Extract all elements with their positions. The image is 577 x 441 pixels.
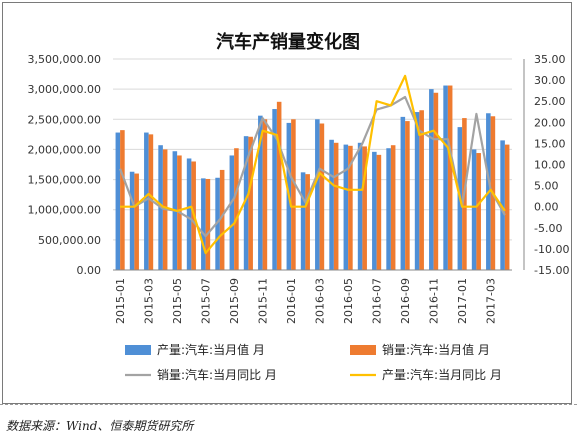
bar <box>258 115 263 270</box>
bar <box>315 119 320 271</box>
bar <box>329 139 334 270</box>
legend-swatch <box>350 345 376 355</box>
bar <box>447 85 453 270</box>
bar <box>291 119 296 271</box>
axes: 0.00 500,000.00 1,000,000.00 1,500,000.00 2,… <box>28 53 570 324</box>
bar <box>201 178 206 270</box>
y-right-tick-label: 5.00 <box>534 180 559 193</box>
y-right-tick-label: -15.00 <box>534 264 569 277</box>
x-tick-label: 2016-05 <box>342 278 355 324</box>
x-tick-label: 2017-03 <box>485 278 498 324</box>
x-tick-label: 2017-01 <box>456 278 469 324</box>
bar <box>219 169 225 270</box>
y-left-tick-label: 500,000.00 <box>38 234 101 247</box>
legend-swatch <box>125 345 151 355</box>
bar <box>504 144 510 270</box>
x-tick-label: 2015-05 <box>171 278 184 324</box>
bar <box>305 174 310 270</box>
bar <box>144 132 149 270</box>
y-right-tick-label: 15.00 <box>534 137 566 150</box>
bar <box>129 171 135 270</box>
bar <box>229 155 235 270</box>
x-tick-label: 2015-09 <box>228 278 241 324</box>
y-left-tick-label: 2,000,000.00 <box>28 143 101 156</box>
y-right-tick-label: 0.00 <box>534 201 559 214</box>
x-tick-label: 2016-09 <box>399 278 412 324</box>
bar <box>386 148 391 270</box>
y-left-tick-label: 1,500,000.00 <box>28 174 101 187</box>
bars <box>115 85 510 271</box>
y-right-tick-label: 30.00 <box>534 74 566 87</box>
bar <box>362 146 367 270</box>
bar <box>243 136 249 270</box>
y-left-tick-label: 2,500,000.00 <box>28 113 101 126</box>
bar <box>376 154 382 270</box>
x-tick-label: 2015-11 <box>257 278 270 324</box>
series-line <box>120 74 506 255</box>
bar <box>414 112 420 271</box>
bar <box>115 132 121 270</box>
y-right-tick-label: -5.00 <box>534 222 562 235</box>
y-right-tick-label: -10.00 <box>534 243 569 256</box>
legend: 产量:汽车:当月值 月 销量:汽车:当月值 月销量:汽车:当月同比 月 产量:汽车:… <box>125 342 502 382</box>
bar <box>419 110 424 270</box>
source-footer: 数据来源：Wind、恒泰期货研究所 <box>0 404 577 441</box>
bar <box>276 101 282 270</box>
legend-label: 产量:汽车:当月值 月 <box>157 342 265 357</box>
bar <box>333 142 339 270</box>
bar <box>500 140 505 270</box>
bar <box>262 119 268 271</box>
bar <box>134 173 139 270</box>
x-tick-label: 2016-01 <box>285 278 298 324</box>
bar <box>272 109 277 270</box>
y-right-tick-label: 10.00 <box>534 159 566 172</box>
chart-title: 汽车产销量变化图 <box>216 31 360 53</box>
bar <box>186 158 192 270</box>
bar <box>429 89 434 271</box>
bar <box>443 85 448 270</box>
bar <box>300 172 306 270</box>
x-tick-label: 2016-07 <box>371 278 384 324</box>
x-tick-label: 2015-01 <box>114 278 127 324</box>
legend-label: 销量:汽车:当月同比 月 <box>157 367 277 382</box>
x-tick-label: 2015-03 <box>143 278 156 324</box>
y-left-tick-label: 0.00 <box>77 264 102 277</box>
bar <box>433 92 439 270</box>
x-tick-label: 2016-11 <box>428 278 441 324</box>
y-right-tick-label: 20.00 <box>534 116 566 129</box>
bar <box>390 145 396 270</box>
bar <box>148 134 154 270</box>
bar <box>234 148 239 270</box>
series-lines <box>119 74 506 255</box>
bar <box>357 142 363 270</box>
y-right-tick-label: 25.00 <box>534 95 566 108</box>
y-left-tick-label: 1,000,000.00 <box>28 204 101 217</box>
y-left-tick-label: 3,500,000.00 <box>28 53 101 66</box>
legend-label: 产量:汽车:当月同比 月 <box>382 367 502 382</box>
x-tick-label: 2015-07 <box>200 278 213 324</box>
source-text: 数据来源：Wind、恒泰期货研究所 <box>6 419 194 433</box>
bar <box>205 178 211 270</box>
bar <box>348 145 353 270</box>
bar <box>120 130 125 270</box>
y-right-tick-label: 35.00 <box>534 53 566 66</box>
bar <box>476 153 481 270</box>
legend-label: 销量:汽车:当月值 月 <box>382 342 490 357</box>
y-left-tick-label: 3,000,000.00 <box>28 83 101 96</box>
bar <box>372 151 377 270</box>
bar <box>471 149 477 270</box>
bar <box>400 116 406 270</box>
x-tick-label: 2016-03 <box>314 278 327 324</box>
bar <box>319 123 325 271</box>
bar <box>405 121 410 270</box>
bar <box>343 144 349 270</box>
bar <box>248 136 253 270</box>
bar <box>215 177 220 270</box>
